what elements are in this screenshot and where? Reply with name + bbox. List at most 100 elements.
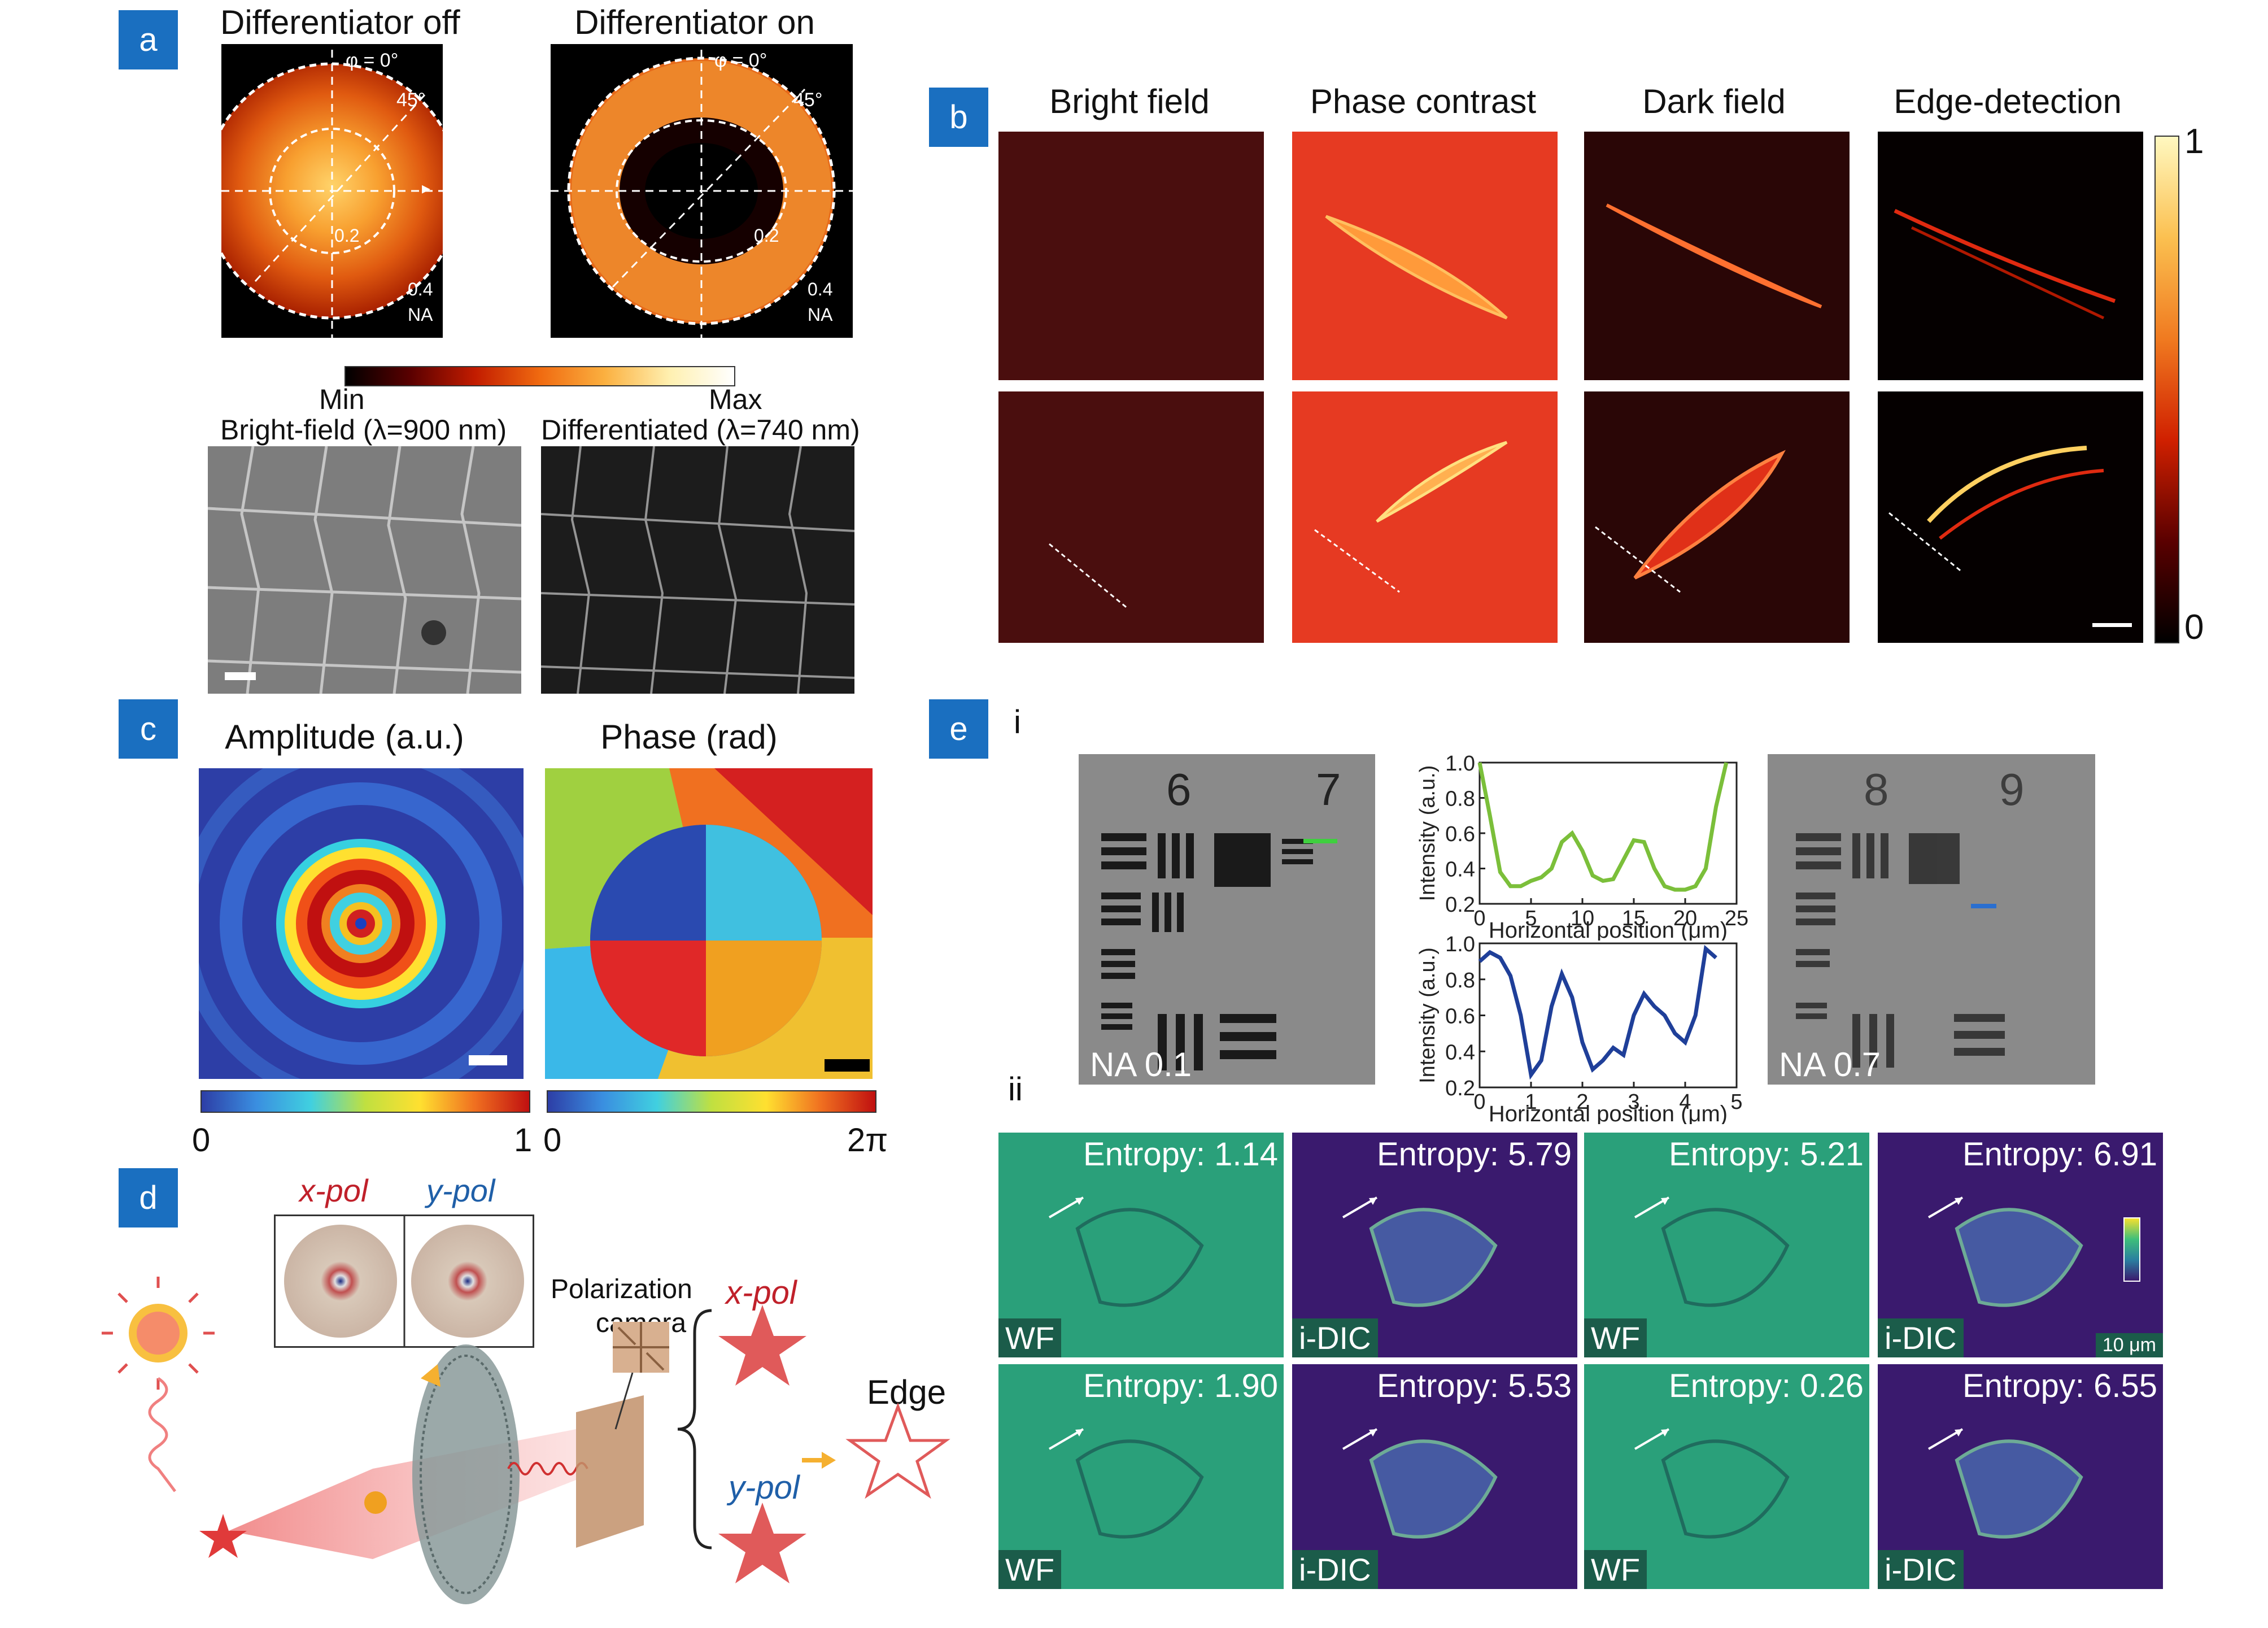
differentiated-cells-image [541,446,854,694]
b-bright-field-top [998,132,1264,380]
light-beam [229,1429,576,1559]
polarization-camera-icon [576,1395,644,1548]
method-tag: i-DIC [1878,1550,1964,1589]
tile-idic-6: Entropy: 5.53 i-DIC [1292,1364,1577,1589]
inner-na-off: 0.2 [334,225,359,246]
metasurface-icon [412,1344,520,1604]
differentiated-title: Differentiated (λ=740 nm) [541,414,860,446]
ypol-label-top: y-pol [426,1173,495,1208]
angle-label-off: 45° [396,89,425,111]
phi-label-on: φ = 0° [714,50,767,71]
b-dark-field-top [1584,132,1850,380]
plot2-ytick-label: 0.4 [1445,1041,1475,1064]
arrow-right-off: ▸ [422,179,430,198]
sub-label-i: i [1014,704,1021,741]
group-7-label: 7 [1316,764,1341,815]
plot1-ytick-label: 1.0 [1445,752,1475,776]
plot2-xtick-label: 2 [1576,1090,1588,1114]
plot1-ylabel: Intensity (a.u.) [1416,765,1440,902]
na-label-on: NA [808,304,833,325]
tile-idic-4: Entropy: 6.91 i-DIC 10 μm [1878,1133,2163,1357]
phase-title: Phase (rad) [600,718,778,756]
entropy-label: Entropy: 1.90 [1083,1368,1278,1404]
pupil-image-on: φ = 0° 45° 0.2 0.4 NA [551,44,853,338]
pupil-image-off: φ = 0° 45° ▸ 0.2 0.4 NA [221,44,443,338]
b-phase-contrast-top [1292,132,1558,380]
group-6-label: 6 [1166,764,1192,815]
plot2-ytick-label: 0.6 [1445,1005,1475,1029]
na-01-label: NA 0.1 [1090,1046,1192,1083]
outer-na-on: 0.4 [808,279,832,299]
method-tag: i-DIC [1292,1550,1378,1589]
method-tag: i-DIC [1878,1318,1964,1357]
ypol-label: y-pol [729,1469,800,1506]
b-phase-contrast-bottom [1292,391,1558,643]
entropy-label: Entropy: 5.79 [1377,1136,1572,1173]
tile-wf-3: Entropy: 5.21 WF [1584,1133,1869,1357]
phase-map [545,768,873,1079]
plot2-xtick-label: 5 [1730,1090,1742,1114]
usaf-target-na07: 8 9 NA 0.7 [1768,754,2095,1085]
panel-b-label: b [929,88,988,147]
plot1-ytick-label: 0.4 [1445,858,1475,882]
ypol-star-icon [718,1503,806,1583]
col-title-phase-contrast: Phase contrast [1310,82,1537,120]
angle-label-on: 45° [793,89,822,111]
tile-wf-1: Entropy: 1.14 WF [998,1133,1284,1357]
camera-label-line1: Polarization [551,1274,692,1304]
phase-colorbar [547,1090,876,1113]
amplitude-map [199,768,524,1079]
scalebar-label: 10 μm [2095,1333,2163,1357]
entropy-label: Entropy: 5.53 [1377,1368,1572,1404]
plot2-ytick-label: 1.0 [1445,933,1475,956]
plot1-xtick-label: 20 [1673,907,1697,930]
plot2-ytick-label: 0.8 [1445,969,1475,993]
plot2-series-line [1478,944,1717,1080]
panel-d-label: d [119,1168,178,1227]
xpol-star-icon [718,1305,806,1386]
plot2-ylabel: Intensity (a.u.) [1416,947,1440,1083]
optical-setup-illustration [102,1277,950,1604]
b-dark-field-bottom [1584,391,1850,643]
title-differentiator-on: Differentiator on [574,3,815,41]
colorbar-b-bottom: 0 [2184,608,2204,647]
plot1-ytick-label: 0.2 [1445,893,1475,917]
plot1-xtick-label: 25 [1725,907,1748,930]
plot2-axes-frame [1478,942,1738,1089]
b-edge-detection-bottom [1878,391,2143,643]
b-bright-field-bottom [998,391,1264,643]
col-title-dark-field: Dark field [1642,82,1786,120]
light-source-icon [102,1277,215,1492]
method-tag: i-DIC [1292,1318,1378,1357]
polarization-patterns-box [274,1215,534,1348]
plot1-ytick-label: 0.6 [1445,822,1475,846]
xpol-label: x-pol [726,1274,797,1311]
inner-na-on: 0.2 [754,225,779,246]
brace-icon [677,1309,712,1549]
plot2-xlabel: Horizontal position (μm) [1489,1102,1728,1124]
sub-label-ii: ii [1008,1071,1023,1108]
tile-idic-8: Entropy: 6.55 i-DIC [1878,1364,2163,1589]
plot1-xtick-label: 15 [1622,907,1646,930]
na-label-off: NA [408,304,433,325]
panel-a-label: a [119,10,178,69]
panel-c-label: c [119,699,178,759]
colorbar-max-label: Max [709,384,762,415]
b-edge-detection-top [1878,132,2143,380]
phase-cbar-min: 0 [543,1122,562,1159]
amp-cbar-max: 1 [514,1122,533,1159]
method-tag: WF [998,1318,1062,1357]
plot1-xtick-label: 5 [1525,907,1537,930]
colorbar-min-label: Min [319,384,365,415]
edge-star-icon [845,1402,950,1499]
plot2-xtick-label: 3 [1628,1090,1639,1114]
usaf-target-na01: 6 7 NA 0.1 [1079,754,1375,1085]
entropy-label: Entropy: 1.14 [1083,1136,1278,1173]
method-tag: WF [1584,1550,1647,1589]
amplitude-title: Amplitude (a.u.) [225,718,464,756]
plot1-xtick-label: 10 [1571,907,1594,930]
plot1-xtick-label: 0 [1473,907,1485,930]
phase-cbar-max: 2π [847,1122,888,1159]
method-tag: WF [998,1550,1062,1589]
